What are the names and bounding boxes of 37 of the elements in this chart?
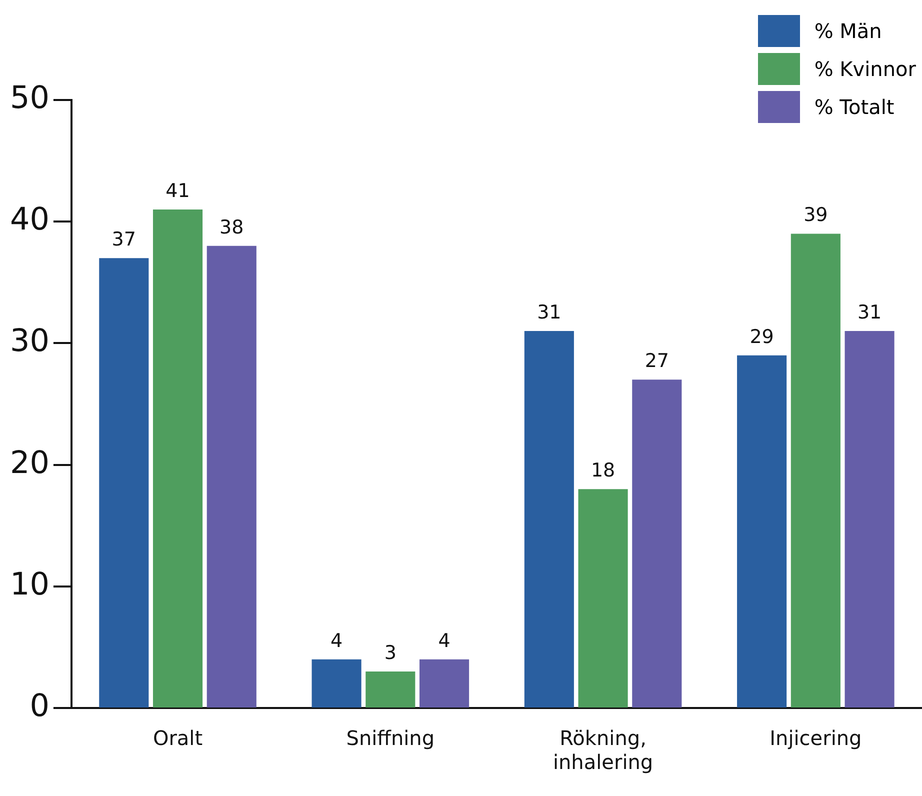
bar	[99, 258, 149, 708]
x-tick-label: Injicering	[770, 726, 862, 750]
data-label: 37	[112, 228, 136, 251]
data-label: 31	[857, 301, 882, 324]
data-label: 31	[537, 301, 562, 324]
legend-label: % Kvinnor	[814, 57, 916, 81]
data-label: 18	[590, 460, 616, 482]
data-label: 29	[750, 326, 774, 348]
bar	[632, 380, 682, 708]
bar	[790, 234, 840, 708]
bar	[206, 246, 256, 708]
legend-label: % Totalt	[814, 95, 894, 119]
data-label: 3	[384, 642, 396, 664]
y-tick-label: 0	[30, 688, 50, 724]
y-tick-label: 30	[10, 323, 50, 360]
x-tick-label: Oralt	[152, 726, 203, 750]
bar	[312, 659, 362, 708]
data-label: 39	[804, 204, 828, 226]
bar	[366, 672, 416, 708]
data-label: 27	[644, 350, 670, 372]
bar	[844, 331, 894, 708]
x-tick-label: Rökning, inhalering	[552, 726, 654, 774]
bar	[737, 355, 787, 708]
data-label: 41	[166, 180, 190, 202]
y-tick-label: 10	[10, 566, 50, 602]
legend-label: % Män	[814, 19, 882, 43]
data-label: 4	[438, 630, 450, 652]
bar	[419, 659, 470, 708]
bar	[152, 209, 203, 708]
bar	[524, 331, 574, 708]
y-tick-label: 40	[10, 202, 50, 238]
y-tick-label: 50	[10, 80, 50, 116]
x-tick-label: Sniffning	[346, 726, 435, 750]
bar	[578, 489, 628, 708]
data-label: 38	[220, 216, 244, 238]
data-label: 4	[330, 630, 343, 652]
y-tick-label: 20	[10, 444, 50, 481]
